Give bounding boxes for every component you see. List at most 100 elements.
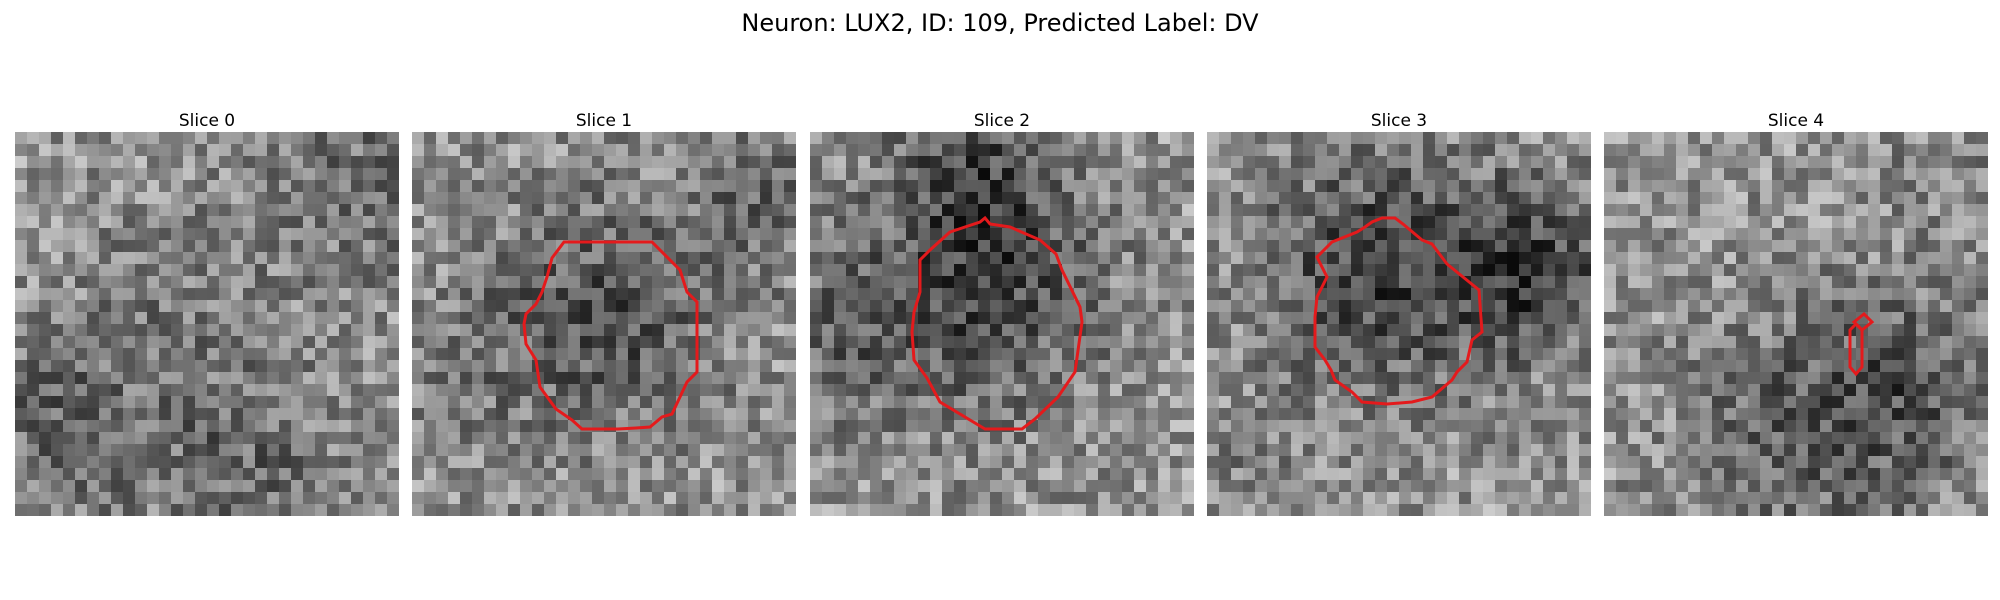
pixel (1219, 468, 1232, 481)
pixel (327, 504, 340, 516)
pixel (760, 204, 773, 217)
pixel (712, 144, 725, 157)
pixel (1435, 480, 1448, 493)
pixel (183, 456, 196, 469)
pixel (736, 360, 749, 373)
pixel (339, 480, 352, 493)
pixel (1134, 228, 1147, 241)
pixel (990, 396, 1003, 409)
pixel (1207, 396, 1220, 409)
pixel (51, 300, 64, 313)
pixel (1628, 444, 1641, 457)
pixel (1736, 324, 1749, 337)
pixel (1375, 228, 1388, 241)
pixel (147, 228, 160, 241)
pixel (1231, 432, 1244, 445)
pixel (784, 156, 796, 169)
pixel (39, 492, 52, 505)
pixel (784, 324, 796, 337)
pixel (412, 300, 425, 313)
pixel (1892, 168, 1905, 181)
pixel (1676, 252, 1689, 265)
pixel (436, 192, 449, 205)
pixel (460, 468, 473, 481)
pixel (1098, 312, 1111, 325)
pixel (1760, 348, 1773, 361)
pixel (1279, 444, 1292, 457)
pixel (1026, 360, 1039, 373)
pixel (1736, 132, 1749, 145)
pixel (568, 348, 581, 361)
pixel (1014, 324, 1027, 337)
pixel (1543, 168, 1556, 181)
pixel (1688, 444, 1701, 457)
pixel (436, 312, 449, 325)
pixel (664, 156, 677, 169)
pixel (748, 492, 761, 505)
pixel (327, 216, 340, 229)
pixel (1483, 228, 1496, 241)
pixel (760, 276, 773, 289)
pixel (183, 144, 196, 157)
pixel (1964, 168, 1977, 181)
pixel (15, 252, 28, 265)
pixel (147, 468, 160, 481)
pixel (918, 384, 931, 397)
pixel (351, 276, 364, 289)
pixel (1086, 456, 1099, 469)
pixel (1543, 504, 1556, 516)
pixel (1796, 216, 1809, 229)
pixel (291, 276, 304, 289)
pixel (327, 156, 340, 169)
pixel (520, 360, 533, 373)
pixel (436, 420, 449, 433)
pixel (1219, 360, 1232, 373)
pixel (1050, 216, 1063, 229)
pixel (267, 240, 280, 253)
pixel (1471, 180, 1484, 193)
pixel (1399, 180, 1412, 193)
pixel (159, 360, 172, 373)
pixel (1182, 384, 1194, 397)
pixel (1712, 372, 1725, 385)
pixel (1110, 324, 1123, 337)
pixel (652, 300, 665, 313)
pixel (568, 492, 581, 505)
pixel (954, 156, 967, 169)
pixel (111, 336, 124, 349)
pixel (1531, 240, 1544, 253)
pixel (1291, 456, 1304, 469)
pixel (1772, 228, 1785, 241)
pixel (736, 240, 749, 253)
pixel (1868, 420, 1881, 433)
pixel (882, 348, 895, 361)
pixel (171, 312, 184, 325)
pixel (580, 468, 593, 481)
pixel (303, 468, 316, 481)
pixel (508, 168, 521, 181)
pixel (760, 492, 773, 505)
pixel (882, 444, 895, 457)
pixel (1976, 288, 1988, 301)
pixel (894, 300, 907, 313)
pixel (616, 420, 629, 433)
pixel (1219, 384, 1232, 397)
pixel (700, 456, 713, 469)
pixel (1291, 384, 1304, 397)
pixel (1062, 132, 1075, 145)
pixel (846, 228, 859, 241)
pixel (700, 240, 713, 253)
pixel (822, 144, 835, 157)
pixel (1531, 444, 1544, 457)
pixel (1579, 288, 1591, 301)
pixel (147, 216, 160, 229)
pixel (375, 420, 388, 433)
pixel (1267, 252, 1280, 265)
pixel (1724, 264, 1737, 277)
pixel (882, 180, 895, 193)
pixel (556, 288, 569, 301)
pixel (1303, 204, 1316, 217)
pixel (508, 204, 521, 217)
pixel (1832, 252, 1845, 265)
pixel (1832, 240, 1845, 253)
